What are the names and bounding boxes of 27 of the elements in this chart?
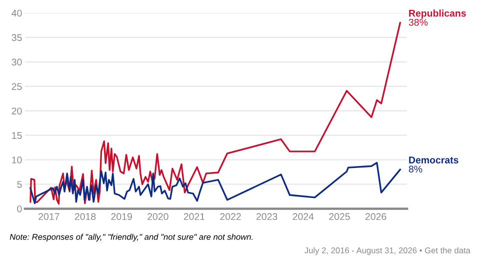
x-tick-label: 2025 xyxy=(329,213,350,220)
y-tick-label: 30 xyxy=(12,58,22,66)
annotation: 8% xyxy=(408,166,422,173)
y-tick-label: 5 xyxy=(17,181,22,188)
x-tick-label: 2020 xyxy=(148,213,168,220)
x-tick-label: 2021 xyxy=(184,213,205,220)
y-tick-label: 20 xyxy=(12,108,22,114)
x-tick-label: 2022 xyxy=(220,213,241,220)
x-tick-label: 2019 xyxy=(111,213,132,220)
x-tick-label: 2023 xyxy=(256,213,278,220)
y-tick-label: 25 xyxy=(12,83,22,90)
x-tick-label: 2017 xyxy=(38,213,60,220)
x-tick-label: 2026 xyxy=(365,213,386,220)
y-tick-label: 0 xyxy=(17,205,22,212)
text: July 2, 2016 - August 31, 2026 • Get the data xyxy=(304,247,470,255)
x-tick-label: 2018 xyxy=(74,213,96,220)
series-label: Democrats xyxy=(409,156,458,164)
y-tick-label: 15 xyxy=(12,132,22,139)
annotation: 38% xyxy=(408,18,428,26)
line-series xyxy=(30,162,401,204)
y-tick-label: 40 xyxy=(12,10,22,17)
text: Note: Responses of "ally," "friendly," and "not sure" are not shown. xyxy=(10,234,253,242)
y-tick-label: 10 xyxy=(12,156,22,164)
line-series xyxy=(30,22,401,205)
y-tick-label: 35 xyxy=(12,34,22,42)
x-tick-label: 2024 xyxy=(292,213,314,220)
series-label: Republicans xyxy=(409,10,466,19)
